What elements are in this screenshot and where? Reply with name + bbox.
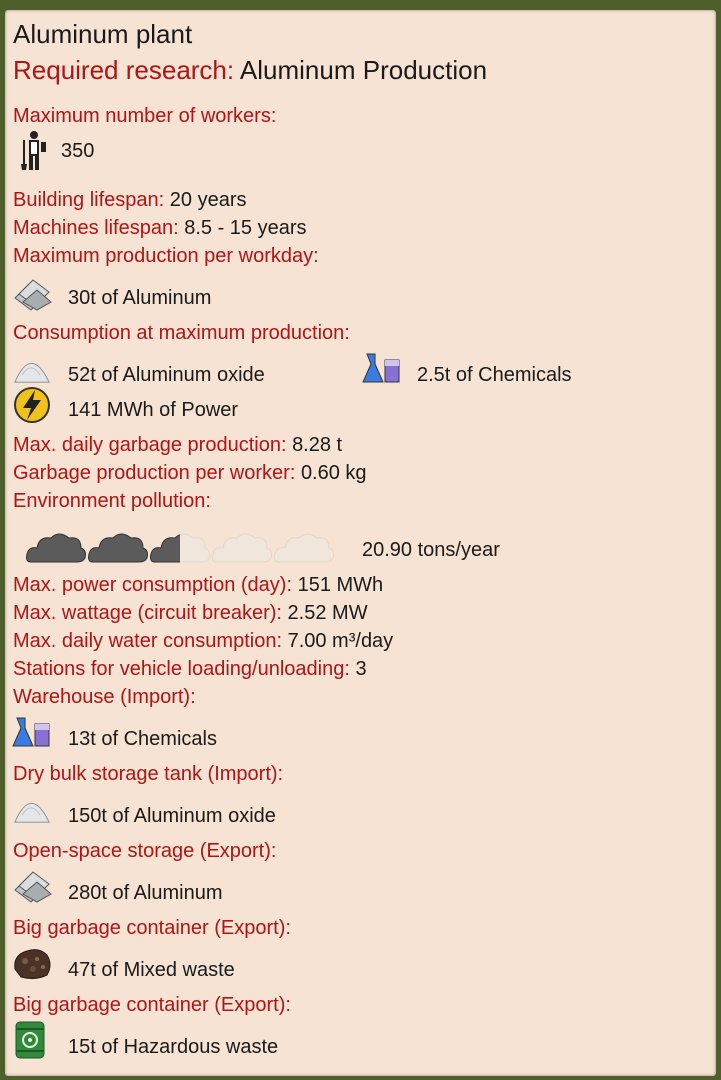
required-research: Required research: Aluminum Production	[13, 55, 488, 85]
power-icon	[14, 387, 50, 423]
wattage: Max. wattage (circuit breaker): 2.52 MW	[13, 602, 368, 624]
workers-value: 350	[61, 140, 95, 162]
aluminum-icon	[14, 279, 52, 311]
garbage-per-worker: Garbage production per worker: 0.60 kg	[13, 462, 367, 484]
drybulk-item: 150t of Aluminum oxide	[68, 805, 276, 827]
consumption-item-1: 2.5t of Chemicals	[417, 364, 572, 386]
consumption-item-0: 52t of Aluminum oxide	[68, 364, 265, 386]
garbage-daily: Max. daily garbage production: 8.28 t	[13, 434, 343, 456]
openspace-label: Open-space storage (Export):	[13, 840, 277, 862]
mixed-waste-icon	[14, 949, 51, 980]
water-consumption: Max. daily water consumption: 7.00 m³/da…	[13, 630, 394, 652]
power-consumption-day: Max. power consumption (day): 151 MWh	[13, 574, 384, 596]
worker-icon	[21, 131, 46, 170]
drybulk-label: Dry bulk storage tank (Import):	[13, 763, 284, 785]
garbage1-item: 47t of Mixed waste	[68, 959, 235, 981]
warehouse-item: 13t of Chemicals	[68, 728, 217, 750]
aluminum-oxide-icon	[14, 363, 50, 383]
garbage2-label: Big garbage container (Export):	[13, 994, 291, 1016]
warehouse-label: Warehouse (Import):	[13, 686, 196, 708]
consumption-label: Consumption at maximum production:	[13, 322, 350, 344]
consumption-item-2: 141 MWh of Power	[68, 399, 239, 421]
openspace-item: 280t of Aluminum	[68, 882, 223, 904]
cloud-icon	[26, 533, 334, 563]
pollution-label: Environment pollution:	[13, 490, 211, 512]
production-label: Maximum production per workday:	[13, 245, 319, 267]
production-item-0: 30t of Aluminum	[68, 287, 212, 309]
aluminum-oxide-icon	[14, 803, 50, 823]
building-lifespan: Building lifespan: 20 years	[13, 189, 247, 211]
chemicals-icon	[362, 353, 400, 383]
machines-lifespan: Machines lifespan: 8.5 - 15 years	[13, 217, 307, 239]
building-title: Aluminum plant	[13, 19, 193, 49]
loading-stations: Stations for vehicle loading/unloading: …	[13, 658, 367, 680]
building-info-panel: Aluminum plant Required research: Alumin…	[5, 10, 716, 1076]
pollution-cloud-meter	[25, 526, 345, 566]
aluminum-icon	[14, 871, 52, 903]
hazardous-waste-icon	[15, 1021, 45, 1059]
garbage2-item: 15t of Hazardous waste	[68, 1036, 279, 1058]
workers-label: Maximum number of workers:	[13, 105, 277, 127]
chemicals-icon	[12, 717, 50, 747]
pollution-value: 20.90 tons/year	[362, 539, 500, 561]
garbage1-label: Big garbage container (Export):	[13, 917, 291, 939]
